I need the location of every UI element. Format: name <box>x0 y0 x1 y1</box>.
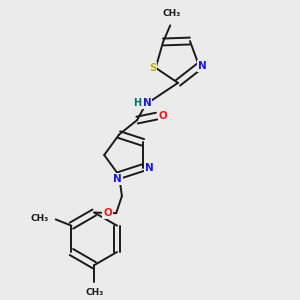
Text: H: H <box>133 98 141 108</box>
Text: N: N <box>113 174 122 184</box>
Text: N: N <box>143 98 152 108</box>
Text: CH₃: CH₃ <box>162 9 181 18</box>
Text: S: S <box>149 63 157 73</box>
Text: N: N <box>198 61 206 71</box>
Text: O: O <box>158 111 167 121</box>
Text: CH₃: CH₃ <box>85 288 103 297</box>
Text: CH₃: CH₃ <box>30 214 49 223</box>
Text: N: N <box>145 163 154 172</box>
Text: O: O <box>103 208 112 218</box>
